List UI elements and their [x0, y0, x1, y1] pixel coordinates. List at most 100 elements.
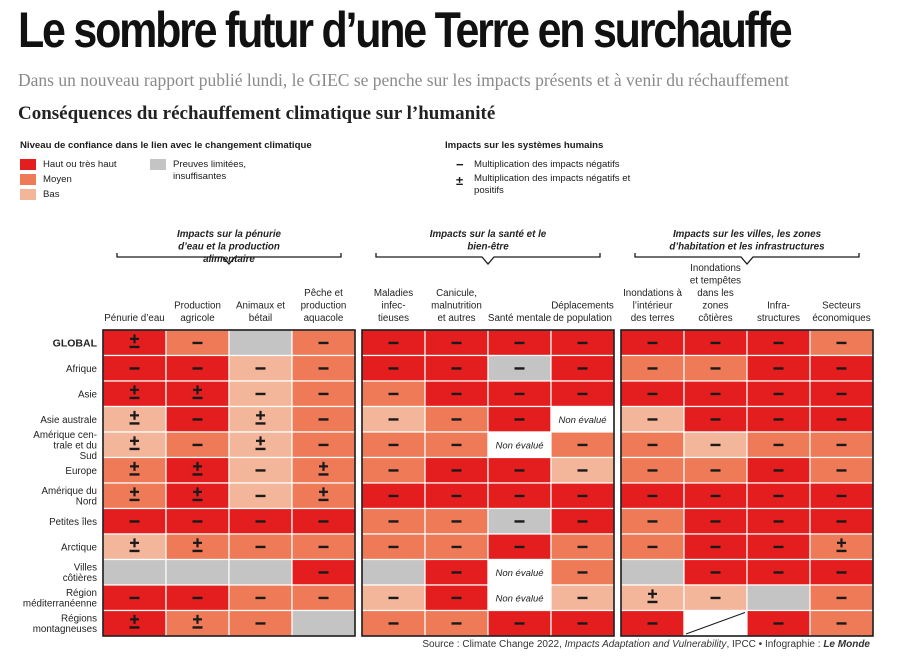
minus-mark — [255, 392, 266, 396]
minus-mark — [318, 443, 329, 447]
page-title: Le sombre futur d’une Terre en surchauff… — [18, 2, 793, 58]
column-header: Secteurs — [822, 301, 861, 312]
minus-mark — [514, 494, 525, 498]
column-header: Déplacements — [551, 301, 614, 312]
minus-mark — [647, 469, 658, 472]
plus-mark-v — [322, 461, 325, 471]
page-subtitle: Dans un nouveau rapport publié lundi, le… — [18, 70, 789, 90]
region-label: Amérique du — [41, 486, 97, 497]
minus-mark — [318, 341, 329, 345]
source-credit: Source : Climate Change 2022, Impacts Ad… — [422, 639, 870, 650]
minus-under-mark — [129, 422, 140, 425]
source-prefix: Source : Climate Change 2022, — [422, 639, 565, 650]
region-label: Petites îles — [49, 517, 97, 528]
region-label: Sud — [80, 451, 97, 462]
column-header: et autres — [437, 313, 475, 324]
column-header: l’intérieur — [633, 301, 673, 312]
minus-under-mark — [318, 473, 329, 476]
minus-mark — [192, 367, 203, 370]
minus-mark — [836, 392, 847, 396]
matrix-cell — [165, 558, 230, 586]
minus-mark — [773, 622, 784, 625]
minus-mark — [318, 596, 329, 600]
minus-mark — [451, 341, 462, 345]
minus-mark — [514, 392, 525, 396]
region-label: Asie australe — [40, 415, 97, 426]
minus-mark — [773, 545, 784, 549]
matrix-cell — [228, 558, 293, 586]
minus-mark — [388, 392, 399, 396]
legend-swatch-low — [20, 189, 36, 200]
not-assessed-label: Non évalué — [495, 568, 543, 579]
minus-mark — [773, 367, 784, 370]
minus-mark — [255, 367, 266, 370]
minus-mark — [773, 418, 784, 421]
minus-mark — [255, 545, 266, 549]
minus-mark — [710, 443, 721, 447]
legend-swatch-high — [20, 159, 36, 170]
minus-mark — [318, 571, 329, 574]
matrix-cell — [683, 507, 748, 535]
minus-under-mark — [255, 422, 266, 425]
minus-mark — [388, 545, 399, 549]
minus-mark — [773, 392, 784, 396]
legend-label-medium: Moyen — [43, 174, 72, 185]
plus-mark-v — [133, 334, 136, 344]
region-label: méditerranéenne — [23, 599, 98, 610]
minus-mark — [451, 571, 462, 574]
minus-mark — [318, 520, 329, 523]
region-label: Région — [66, 588, 97, 599]
plus-mark-v — [133, 385, 136, 395]
region-label: Asie — [78, 389, 98, 400]
minus-mark — [451, 622, 462, 625]
minus-mark — [647, 367, 658, 370]
minus-under-mark — [129, 473, 140, 476]
plus-mark-v — [259, 436, 262, 446]
column-header: infec- — [382, 301, 406, 312]
legend-swatch-limited — [150, 159, 166, 170]
minus-under-mark — [129, 626, 140, 629]
matrix-cell — [746, 584, 811, 612]
group-header: Impacts sur la pénurie — [177, 229, 282, 240]
legend-label-negative: Multiplication des impacts négatifs — [474, 159, 620, 170]
minus-mark — [577, 443, 588, 447]
not-assessed-label: Non évalué — [495, 440, 543, 451]
plus-mark-v — [196, 487, 199, 497]
matrix-cell — [424, 558, 489, 586]
minus-mark — [710, 469, 721, 472]
minus-mark — [577, 622, 588, 625]
minus-mark — [836, 520, 847, 523]
minus-mark — [836, 443, 847, 447]
matrix-cell — [620, 558, 685, 586]
minus-mark — [451, 494, 462, 498]
plus-mark-v — [196, 385, 199, 395]
minus-mark — [836, 341, 847, 345]
minus-mark — [451, 520, 462, 523]
group-header: bien-être — [467, 242, 509, 253]
chart-title: Conséquences du réchauffement climatique… — [18, 103, 496, 124]
not-assessed-label: Non évalué — [495, 593, 543, 604]
matrix-cell — [102, 558, 167, 586]
minus-mark — [647, 392, 658, 396]
minus-mark — [710, 341, 721, 345]
minus-mark — [577, 392, 588, 396]
region-label: Nord — [76, 497, 97, 508]
source-middle: , IPCC • Infographie : — [726, 639, 824, 650]
minus-mark — [514, 418, 525, 421]
minus-mark — [388, 494, 399, 498]
diagonal-slash — [685, 612, 746, 635]
minus-mark — [192, 341, 203, 345]
minus-mark — [773, 520, 784, 523]
plus-mark-v — [133, 614, 136, 624]
region-label: GLOBAL — [53, 337, 98, 349]
minus-mark — [836, 622, 847, 625]
column-header: et tempêtes — [690, 276, 741, 287]
minus-icon: − — [456, 157, 464, 172]
group-header: d’habitation et les infrastructures — [669, 242, 825, 253]
plus-mark-v — [133, 436, 136, 446]
minus-mark — [710, 596, 721, 600]
minus-mark — [836, 418, 847, 421]
source-report: Impacts Adaptation and Vulnerability — [564, 639, 727, 650]
plus-mark-v — [133, 487, 136, 497]
matrix-cell — [746, 609, 811, 637]
